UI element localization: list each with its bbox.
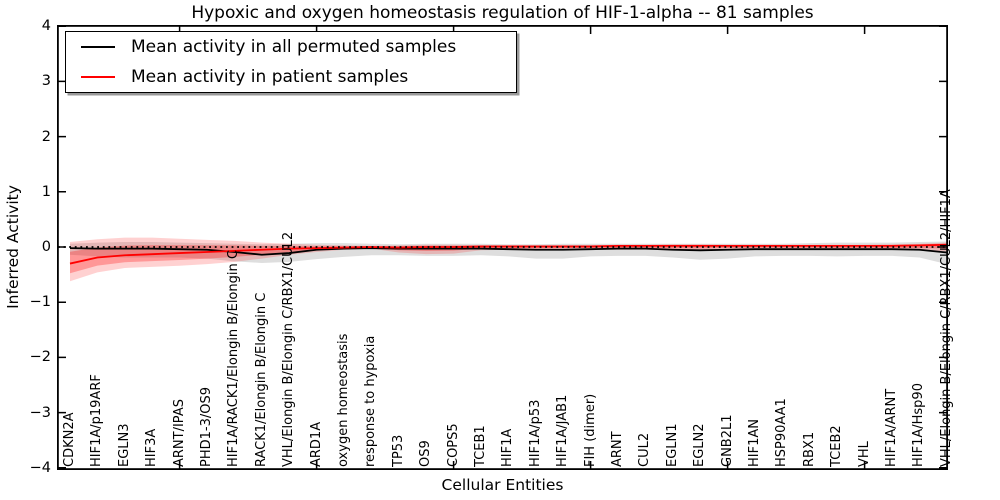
x-tick-label: TP53 [390, 434, 406, 467]
x-tick-label: ARNT/IPAS [171, 399, 187, 467]
x-tick-label: FIH (dimer) [582, 393, 598, 467]
x-tick-label: HIF1A/JAB1 [555, 394, 571, 467]
y-tick-label: 1 [41, 183, 51, 200]
y-tick-label: 0 [41, 239, 51, 255]
x-tick-label: HIF1A/RACK1/Elongin B/Elongin C [226, 250, 242, 467]
x-tick-label: oxygen homeostasis [336, 333, 351, 467]
chart-title: Hypoxic and oxygen homeostasis regulatio… [191, 3, 814, 23]
x-tick-label: TCEB1 [473, 425, 488, 467]
permuted-line-sample [81, 46, 115, 48]
legend-item-patient: Mean activity in patient samples [66, 67, 516, 87]
legend-item-permuted: Mean activity in all permuted samples [66, 37, 516, 57]
x-tick-label: CUL2 [637, 432, 653, 467]
x-tick-label: RBX1 [801, 431, 817, 467]
x-tick-label: EGLN1 [664, 423, 680, 467]
legend: Mean activity in all permuted samples Me… [65, 31, 517, 93]
x-tick-label: ARD1A [308, 421, 324, 467]
y-tick-label: −2 [29, 349, 51, 366]
x-tick-label: HSP90AA1 [774, 398, 790, 467]
x-tick-label: GNB2L1 [719, 414, 735, 467]
y-tick-label: −4 [29, 459, 51, 476]
x-tick-label: HIF1A/p53 [527, 399, 543, 467]
x-tick-label: PHD1-3/OS9 [199, 387, 214, 467]
x-tick-label: HIF3A [144, 428, 160, 467]
x-tick-label: response to hypoxia [363, 335, 379, 467]
x-tick-label: HIF1A/Hsp90 [911, 383, 927, 467]
y-tick-label: −3 [29, 404, 51, 421]
y-tick-label: −1 [29, 294, 51, 311]
x-tick-label: VHL/Elongin B/Elongin C/RBX1/CUL2/HIF1A [938, 189, 954, 467]
y-tick-label: 2 [41, 128, 51, 145]
x-tick-label: OS9 [418, 440, 434, 467]
x-tick-label: EGLN2 [692, 423, 708, 467]
legend-label-patient: Mean activity in patient samples [131, 67, 409, 87]
y-tick-label: 3 [41, 73, 51, 90]
x-tick-label: VHL [856, 441, 872, 467]
axes-frame [57, 24, 949, 471]
x-tick-label: HIF1AN [747, 419, 762, 467]
permuted-mean-line [69, 247, 947, 256]
patient-confidence-band-inner [70, 243, 947, 274]
x-axis-title: Cellular Entities [441, 476, 564, 494]
x-tick-label: VHL/Elongin B/Elongin C/RBX1/CUL2 [281, 231, 297, 467]
x-tick-label: COPS5 [445, 423, 461, 467]
x-tick-label: HIF1A [500, 428, 516, 467]
x-tick-label: TCEB2 [829, 425, 845, 467]
y-tick-label: 4 [41, 18, 51, 35]
axis-ticks [58, 25, 947, 469]
x-tick-label: HIF1A/ARNT [884, 388, 899, 467]
legend-label-permuted: Mean activity in all permuted samples [131, 37, 457, 57]
x-tick-label: HIF1A/p19ARF [89, 374, 105, 467]
patient-line-sample [81, 76, 115, 78]
patient-mean-line [69, 243, 947, 265]
x-tick-label: RACK1/Elongin B/Elongin C [253, 292, 269, 467]
x-tick-label: ARNT [610, 431, 625, 467]
x-tick-label: EGLN3 [116, 423, 132, 467]
x-tick-label: CDKN2A [62, 412, 77, 467]
